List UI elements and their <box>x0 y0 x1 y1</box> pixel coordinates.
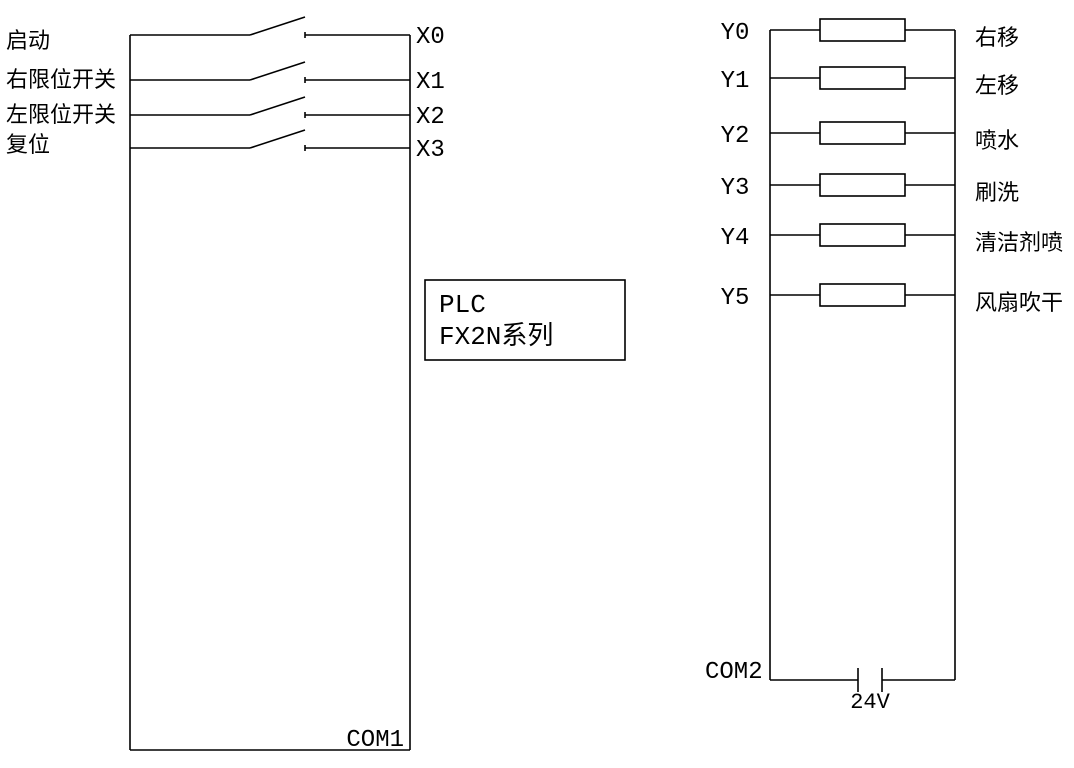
input-com-label: COM1 <box>346 727 404 754</box>
output-desc-1: 左移 <box>975 74 1019 100</box>
plc-label-2: FX2N系列 <box>439 321 553 352</box>
input-term-X1: X1 <box>416 69 445 96</box>
output-desc-0: 右移 <box>975 26 1019 52</box>
input-desc-0: 启动 <box>6 29 50 55</box>
output-term-Y0: Y0 <box>721 20 750 47</box>
input-term-X2: X2 <box>416 104 445 131</box>
input-term-X3: X3 <box>416 137 445 164</box>
output-desc-2: 喷水 <box>975 129 1019 155</box>
output-term-Y5: Y5 <box>721 285 750 312</box>
power-label: 24V <box>850 690 890 715</box>
output-term-Y2: Y2 <box>721 123 750 150</box>
plc-label-1: PLC <box>439 290 486 320</box>
input-desc-3: 复位 <box>6 133 50 159</box>
input-term-X0: X0 <box>416 24 445 51</box>
input-desc-1: 右限位开关 <box>6 68 116 94</box>
output-term-Y3: Y3 <box>721 175 750 202</box>
output-term-Y4: Y4 <box>721 225 750 252</box>
output-com-label: COM2 <box>705 659 763 686</box>
output-desc-5: 风扇吹干 <box>975 291 1063 317</box>
output-desc-4: 清洁剂喷 <box>975 231 1063 257</box>
output-term-Y1: Y1 <box>721 68 750 95</box>
output-desc-3: 刷洗 <box>975 181 1019 207</box>
input-desc-2: 左限位开关 <box>6 103 116 129</box>
